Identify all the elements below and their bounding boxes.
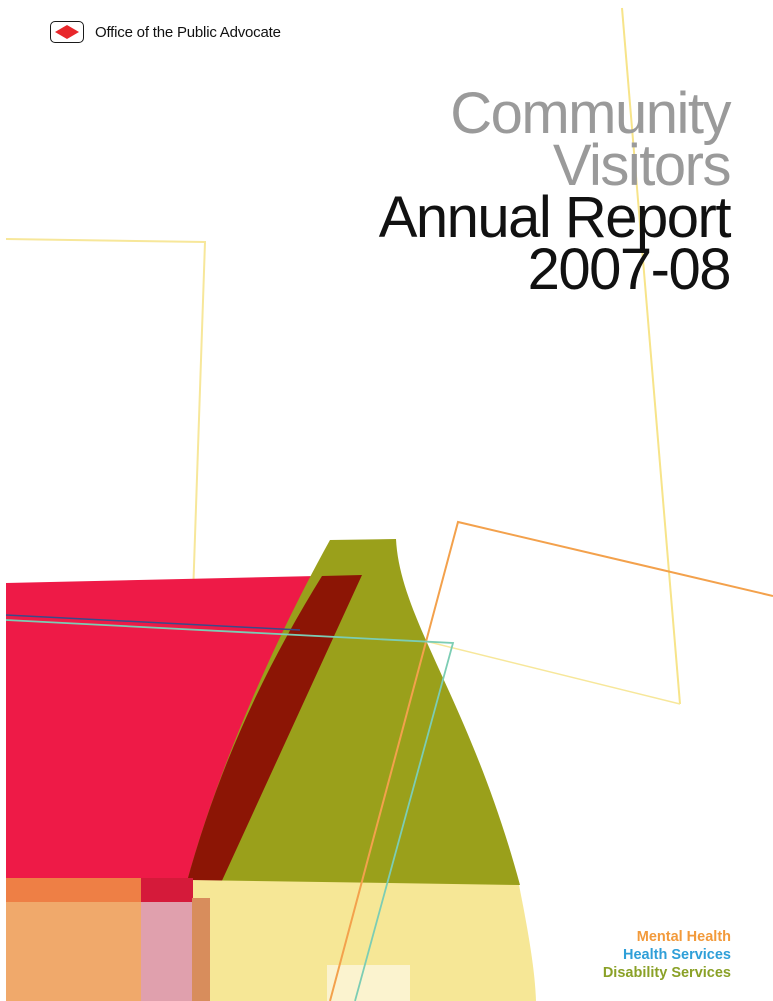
service-disability-services: Disability Services — [602, 965, 731, 981]
red-small-block — [141, 878, 193, 902]
yellow-outline-rect — [5, 238, 207, 627]
service-mental-health: Mental Health — [636, 929, 731, 945]
teal-outline-line — [5, 619, 455, 1001]
navy-thin-line — [5, 614, 301, 631]
yellow-diagonal-line — [621, 7, 681, 705]
diamond-logo-icon — [50, 21, 84, 43]
cream-square — [327, 965, 410, 1001]
yellow-shape — [190, 880, 536, 1001]
orange-block — [6, 902, 146, 1001]
title-line-community: Community — [450, 81, 731, 146]
title-line-visitors: Visitors — [552, 133, 732, 198]
orange-block-dark — [6, 878, 146, 904]
title-line-year: 2007-08 — [527, 237, 732, 302]
services-list: Mental Health Health Services Disability… — [603, 928, 731, 982]
report-title: Community Visitors Annual Report 2007-08 — [378, 81, 732, 302]
header: Office of the Public Advocate — [50, 21, 281, 43]
pink-block — [141, 899, 193, 1001]
tan-strip — [192, 898, 210, 1001]
olive-shape — [186, 539, 520, 885]
title-line-annual-report: Annual Report — [378, 185, 732, 250]
service-health-services: Health Services — [622, 947, 731, 963]
organisation-name: Office of the Public Advocate — [95, 23, 281, 41]
orange-outline-line — [329, 520, 773, 1001]
dark-overlap — [186, 575, 362, 885]
